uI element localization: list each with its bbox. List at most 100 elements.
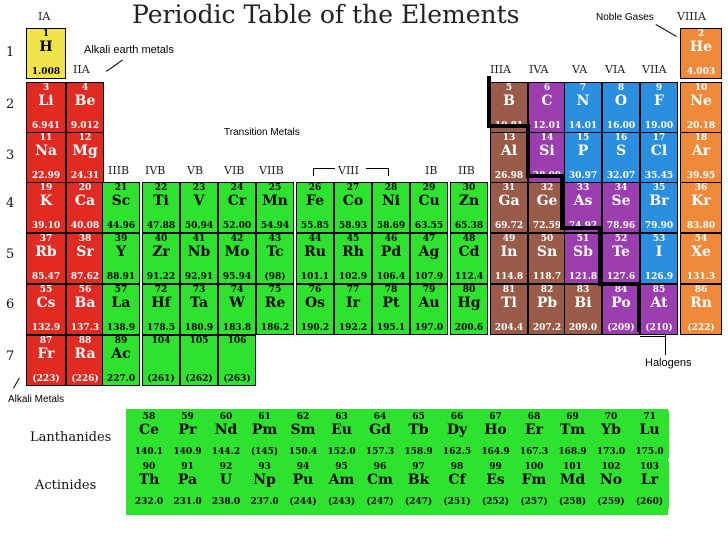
pointer-line <box>665 333 666 355</box>
group-label: VIA <box>605 63 626 76</box>
atomic-number: 69 <box>566 412 579 422</box>
element-symbol: Li <box>38 93 54 109</box>
element-symbol: Pu <box>292 472 314 488</box>
atomic-mass: 58.93 <box>338 221 368 231</box>
element-cell: 31 Ga 69.72 <box>490 182 528 233</box>
atomic-number: 96 <box>373 462 387 472</box>
atomic-number: 103 <box>640 462 659 472</box>
element-symbol: No <box>599 472 623 488</box>
atomic-mass: (210) <box>645 323 673 333</box>
atomic-mass: (260) <box>635 497 664 507</box>
element-symbol: Yb <box>601 422 621 438</box>
atomic-number: 86 <box>694 285 708 295</box>
element-cell: 85 At (210) <box>640 284 678 335</box>
atomic-number: 104 <box>151 336 171 346</box>
atomic-number: 106 <box>227 336 247 346</box>
atomic-mass: (252) <box>481 497 510 507</box>
atomic-number: 79 <box>422 285 436 295</box>
element-symbol: Ge <box>536 193 558 209</box>
atomic-mass: 112.4 <box>454 272 484 282</box>
element-symbol: Na <box>35 143 57 159</box>
annotation-alkali: Alkali Metals <box>8 394 65 405</box>
element-cell: 20 Ca 40.08 <box>66 182 104 233</box>
f-element-cell: 99 Es (252) <box>476 461 515 509</box>
atomic-number: 89 <box>114 336 128 346</box>
atomic-mass: (262) <box>185 374 213 384</box>
f-element-cell: 61 Pm (145) <box>245 411 284 459</box>
atomic-number: 66 <box>450 412 464 422</box>
atomic-mass: 131.3 <box>686 272 716 282</box>
element-cell: 30 Zn 65.38 <box>450 182 488 233</box>
pointer-line <box>106 59 123 72</box>
atomic-mass: 162.5 <box>442 447 472 457</box>
atomic-number: 68 <box>527 412 541 422</box>
element-symbol: Po <box>611 295 631 311</box>
element-symbol: As <box>573 193 593 209</box>
element-symbol: Al <box>500 143 518 159</box>
period-label: 6 <box>6 297 15 312</box>
atomic-mass: 14.01 <box>568 121 598 131</box>
atomic-number: 58 <box>142 412 156 422</box>
element-cell: 72 Hf 178.5 <box>142 284 180 335</box>
element-symbol: Pr <box>178 422 197 438</box>
pointer-line <box>640 336 666 337</box>
atomic-mass: (209) <box>607 323 635 333</box>
atomic-mass: 88.91 <box>106 272 136 282</box>
staircase-line <box>487 76 491 126</box>
period-label: 3 <box>6 148 15 163</box>
staircase-line <box>598 282 640 286</box>
atomic-mass: (226) <box>71 374 99 384</box>
atomic-number: 53 <box>652 234 666 244</box>
atomic-number: 21 <box>114 183 128 193</box>
element-symbol: C <box>541 93 553 109</box>
atomic-mass: 175.0 <box>635 447 664 457</box>
atomic-mass: 207.2 <box>532 323 562 333</box>
atomic-mass: (247) <box>404 497 433 507</box>
element-cell: 79 Au 197.0 <box>410 284 448 335</box>
element-symbol: Tc <box>266 244 284 260</box>
element-cell: 39 Y 88.91 <box>102 233 140 284</box>
atomic-mass: 157.3 <box>365 447 395 457</box>
staircase-line <box>487 124 529 128</box>
atomic-number: 28 <box>384 183 398 193</box>
f-element-cell: 68 Er 167.3 <box>515 411 553 459</box>
f-element-cell: 91 Pa 231.0 <box>168 461 207 509</box>
atomic-mass: (261) <box>147 374 175 384</box>
atomic-mass: 173.0 <box>596 447 626 457</box>
atomic-number: 85 <box>652 285 666 295</box>
atomic-number: 45 <box>346 234 360 244</box>
element-symbol: V <box>193 193 205 209</box>
f-element-cell: 103 Lr (260) <box>630 461 669 509</box>
element-cell: 41 Nb 92.91 <box>180 233 218 284</box>
element-symbol: He <box>689 39 713 55</box>
atomic-mass: 6.941 <box>31 121 61 131</box>
element-symbol: Ta <box>189 295 209 311</box>
atomic-number: 84 <box>614 285 628 295</box>
atomic-mass: 58.69 <box>376 221 406 231</box>
atomic-number: 101 <box>563 462 582 472</box>
element-symbol: S <box>615 143 627 159</box>
atomic-mass: (257) <box>520 497 548 507</box>
element-cell: 6 C 12.01 <box>528 82 566 133</box>
element-symbol: Os <box>304 295 326 311</box>
element-symbol: Mo <box>224 244 250 260</box>
atomic-mass: 44.96 <box>106 221 136 231</box>
element-cell: 45 Rh 102.9 <box>334 233 372 284</box>
element-cell: 74 W 183.8 <box>218 284 256 335</box>
element-symbol: Ba <box>74 295 96 311</box>
element-symbol: Lr <box>640 472 659 488</box>
element-symbol: N <box>576 93 590 109</box>
element-cell: 17 Cl 35.45 <box>640 132 678 183</box>
element-cell: 51 Sb 121.8 <box>564 233 602 284</box>
element-cell: 54 Xe 131.3 <box>680 233 722 284</box>
element-cell: 83 Bi 209.0 <box>564 284 602 335</box>
atomic-number: 91 <box>181 462 194 472</box>
element-cell: 84 Po (209) <box>602 284 640 335</box>
atomic-number: 50 <box>540 234 554 244</box>
atomic-number: 10 <box>694 83 708 93</box>
element-cell: 104 (261) <box>142 335 180 386</box>
atomic-number: 100 <box>524 462 544 472</box>
element-symbol: Fr <box>37 346 55 362</box>
atomic-number: 74 <box>230 285 244 295</box>
element-symbol: Hf <box>151 295 171 311</box>
